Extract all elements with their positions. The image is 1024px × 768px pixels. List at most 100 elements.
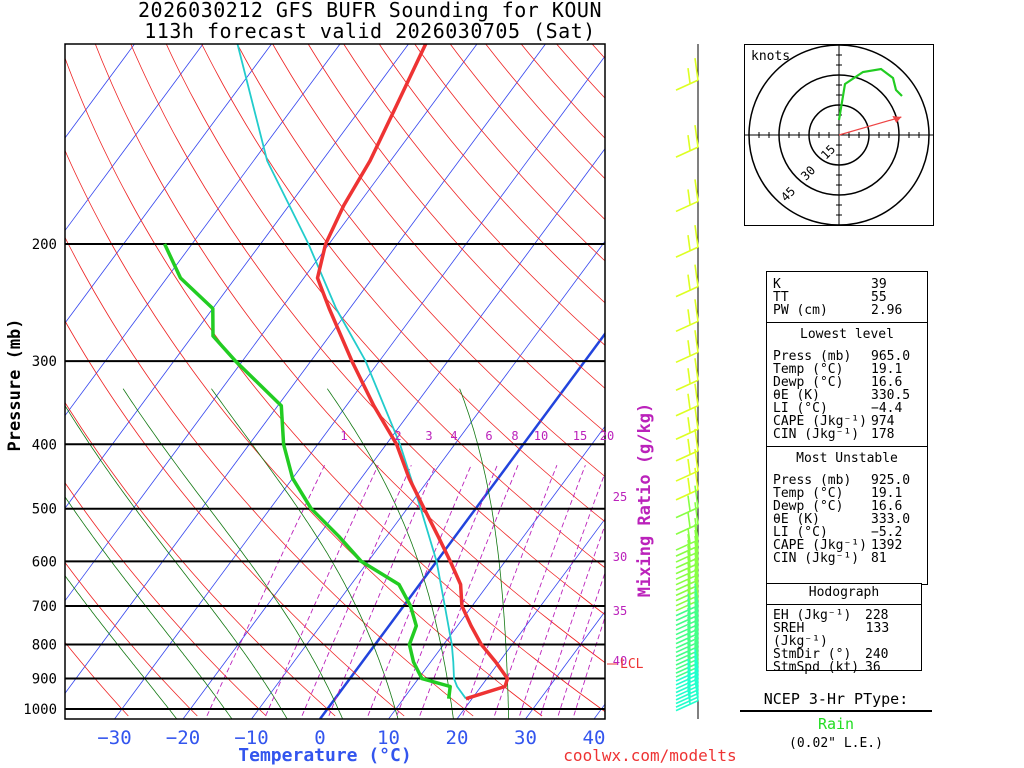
ptype-value: Rain bbox=[817, 715, 855, 733]
moist-adiabat bbox=[65, 404, 288, 719]
index-label: CAPE (Jkg⁻¹) bbox=[773, 414, 867, 429]
isotherm bbox=[65, 44, 409, 509]
wind-barb-staff bbox=[675, 632, 699, 645]
wind-barb bbox=[675, 407, 699, 440]
wind-barb-staff bbox=[675, 200, 699, 213]
index-value: 36 bbox=[865, 660, 881, 675]
hodograph-params-panel: Hodograph EH (Jkg⁻¹) 228 SREH (Jkg⁻¹) 133 St… bbox=[766, 583, 922, 674]
temperature-tick-label: 30 bbox=[514, 727, 537, 749]
storm-motion-vector bbox=[838, 116, 902, 136]
index-label: Temp (°C) bbox=[773, 362, 844, 377]
temperature-tick-label: −20 bbox=[166, 727, 200, 749]
moist-adiabat bbox=[65, 496, 233, 719]
index-label: EH (Jkg⁻¹) bbox=[773, 608, 852, 623]
pressure-tick-label: 800 bbox=[32, 638, 57, 654]
index-label: StmDir (°) bbox=[773, 647, 852, 662]
hodograph-trace bbox=[837, 67, 903, 121]
wind-barb-staff bbox=[675, 568, 699, 580]
wind-barb-staff bbox=[675, 470, 699, 482]
wind-barb-flag bbox=[694, 502, 699, 525]
lcl-label: LCL bbox=[620, 657, 644, 672]
index-row: Press (mb) 965.0 bbox=[767, 350, 927, 363]
mixing-ratio-tick-label: 1 bbox=[340, 429, 347, 443]
index-row: CAPE (Jkg⁻¹) 974 bbox=[767, 415, 927, 428]
wind-barb-flag bbox=[694, 330, 699, 353]
skew-t-chart: 200 300 400 500 600 700 800 900 1000 −30 −20 −10 0 10… bbox=[5, 43, 741, 766]
wind-barb-flag bbox=[694, 428, 699, 452]
temperature-tick-label: 20 bbox=[446, 727, 469, 749]
dry-adiabat bbox=[65, 320, 405, 717]
wind-barb bbox=[675, 264, 699, 298]
index-label: CIN (Jkg⁻¹) bbox=[773, 551, 860, 566]
wind-barb-flag bbox=[694, 358, 699, 381]
wind-barb-staff bbox=[675, 523, 699, 536]
wind-barb-staff bbox=[675, 146, 699, 158]
wind-barb bbox=[675, 124, 699, 158]
dry-adiabat bbox=[343, 44, 605, 346]
mixing-ratio-line bbox=[517, 471, 605, 719]
index-label: LI (°C) bbox=[773, 525, 828, 540]
wind-barb-flag bbox=[694, 383, 699, 406]
isotherm bbox=[65, 44, 341, 417]
isotherm bbox=[65, 44, 204, 232]
index-row: CIN (Jkg⁻¹) 81 bbox=[767, 552, 927, 565]
index-row: StmDir (°) 240 bbox=[767, 648, 921, 661]
index-value: 240 bbox=[865, 647, 889, 662]
index-value: 178 bbox=[871, 427, 895, 442]
wind-barb bbox=[675, 678, 699, 712]
index-value: 965.0 bbox=[871, 349, 911, 364]
mixing-ratio-line bbox=[300, 465, 412, 719]
index-label: θE (K) bbox=[773, 388, 820, 403]
index-tt: TT 55 bbox=[773, 290, 887, 305]
moist-adiabat bbox=[459, 388, 510, 719]
mixing-ratio-line bbox=[395, 465, 498, 719]
index-value: 16.6 bbox=[871, 375, 903, 390]
dry-adiabat bbox=[65, 401, 336, 717]
index-value: 330.5 bbox=[871, 388, 911, 403]
dry-adiabat bbox=[272, 44, 605, 433]
isotherm bbox=[65, 44, 478, 602]
dry-adiabat bbox=[94, 44, 605, 664]
index-label: StmSpd (kt) bbox=[773, 660, 860, 675]
freezing-isotherm bbox=[318, 331, 605, 719]
dry-adiabat bbox=[734, 44, 740, 716]
index-row: Press (mb) 925.0 bbox=[767, 474, 927, 487]
isotherm bbox=[114, 55, 605, 719]
dry-adiabat bbox=[485, 44, 605, 180]
mixing-ratio-tick-label: 6 bbox=[485, 429, 492, 443]
wind-barb-staff bbox=[675, 628, 699, 640]
mixing-ratio-label: Mixing Ratio (g/kg) bbox=[635, 403, 655, 597]
wind-barb-staff bbox=[675, 670, 699, 682]
index-value: 133 bbox=[865, 621, 890, 636]
wind-barb-flag bbox=[687, 274, 691, 290]
parcel-trace bbox=[236, 44, 467, 700]
wind-barb-staff bbox=[675, 599, 699, 612]
index-value: 81 bbox=[871, 551, 887, 566]
hodograph-ring-label: 30 bbox=[798, 163, 818, 183]
hodograph-params-title: Hodograph bbox=[808, 585, 880, 600]
dry-adiabat bbox=[165, 44, 605, 569]
wind-barb-flag bbox=[694, 524, 699, 547]
wind-barb-staff bbox=[675, 79, 699, 91]
wind-barb-flag bbox=[687, 68, 691, 84]
wind-barb-staff bbox=[675, 623, 699, 636]
plot-frame bbox=[64, 43, 606, 720]
wind-barb-staff bbox=[675, 681, 699, 694]
mixing-ratio-line bbox=[538, 523, 605, 719]
wind-barb-flag bbox=[687, 458, 691, 475]
index-label: Press (mb) bbox=[773, 473, 852, 488]
pressure-tick-label: 1000 bbox=[23, 702, 57, 718]
wind-barb-staff bbox=[675, 674, 699, 686]
temperature-tick-label: −30 bbox=[97, 727, 131, 749]
index-label: Dewp (°C) bbox=[773, 375, 844, 390]
dry-adiabat bbox=[378, 44, 605, 304]
index-row: LI (°C) −5.2 bbox=[767, 526, 927, 539]
isotherm bbox=[663, 44, 741, 719]
pressure-tick-label: 700 bbox=[32, 599, 57, 615]
wind-barb-staff bbox=[675, 379, 699, 392]
temperature-tick-label: 40 bbox=[583, 727, 606, 749]
wind-barb-staff bbox=[675, 641, 699, 654]
index-row: StmSpd (kt) 36 bbox=[767, 661, 921, 674]
wind-barb-staff bbox=[675, 584, 699, 597]
